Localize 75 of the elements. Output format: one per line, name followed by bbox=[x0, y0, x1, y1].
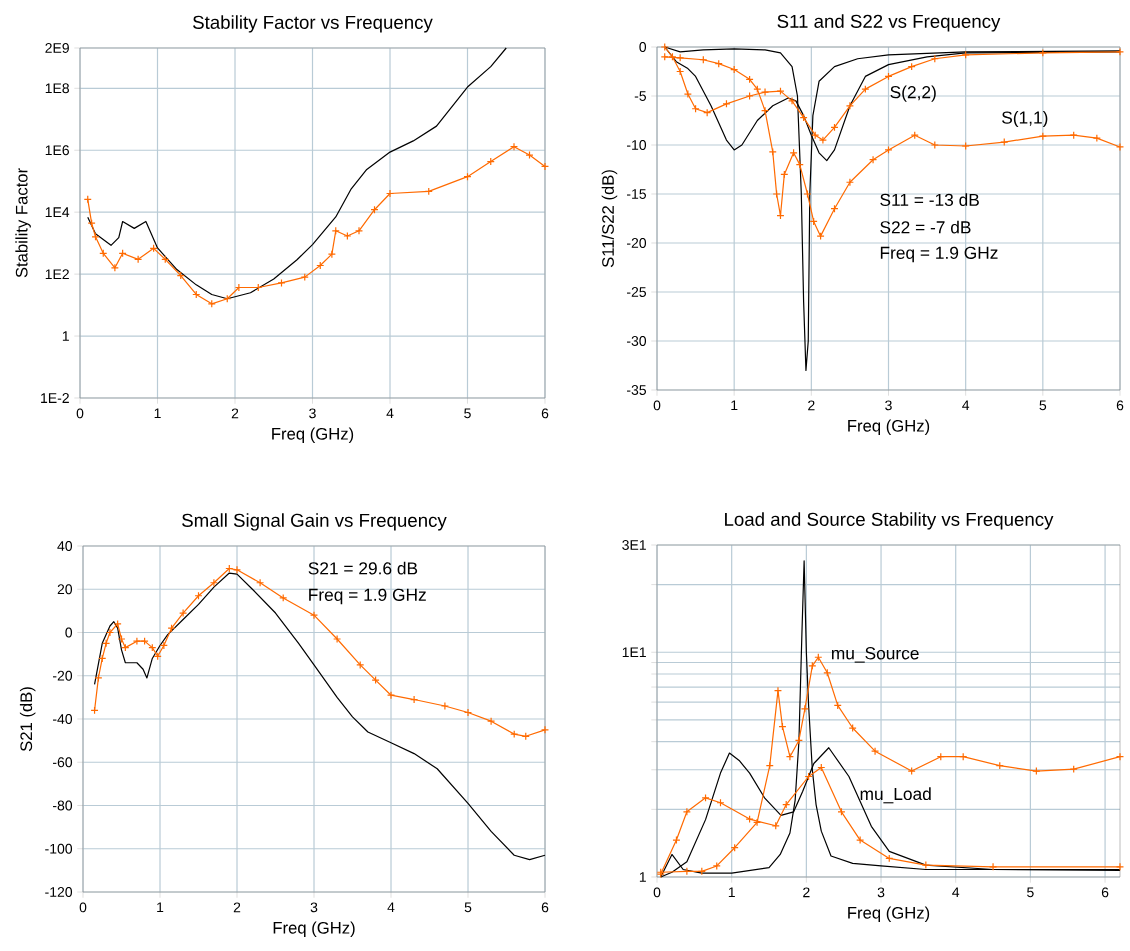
annotation: S21 = 29.6 dB bbox=[308, 561, 418, 575]
x-tick-label: 3 bbox=[310, 902, 318, 913]
chart-title: Load and Source Stability vs Frequency bbox=[725, 512, 1054, 530]
x-tick-label: 1 bbox=[731, 400, 738, 411]
x-tick-label: 2 bbox=[808, 400, 815, 411]
x-tick-label: 4 bbox=[387, 902, 395, 913]
chart-title: Stability Factor vs Frequency bbox=[193, 15, 433, 33]
annotation: Freq = 1.9 GHz bbox=[880, 246, 998, 263]
y-tick-label: -80 bbox=[53, 800, 73, 811]
y-tick-label: -40 bbox=[53, 714, 73, 724]
x-axis-title: Freq (GHz) bbox=[273, 921, 355, 937]
y-tick-label: 2E9 bbox=[45, 43, 69, 53]
x-tick-label: 3 bbox=[885, 400, 892, 411]
y-tick-label: -100 bbox=[45, 843, 73, 854]
x-tick-label: 4 bbox=[386, 408, 394, 419]
y-tick-label: -25 bbox=[627, 287, 647, 297]
y-tick-label: 1 bbox=[639, 872, 646, 882]
x-tick-label: 5 bbox=[464, 408, 471, 419]
x-tick-label: 1 bbox=[728, 887, 735, 898]
y-tick-label: -15 bbox=[627, 189, 647, 199]
x-tick-label: 0 bbox=[653, 887, 661, 898]
annotation: S11 = -13 dB bbox=[880, 193, 979, 206]
annotation: mu_Source bbox=[831, 647, 919, 663]
y-tick-label: 1E-2 bbox=[41, 393, 69, 403]
x-tick-label: 2 bbox=[231, 408, 239, 419]
y-axis-title: S11/S22 (dB) bbox=[601, 170, 618, 268]
annotation: S(1,1) bbox=[1002, 110, 1048, 128]
y-tick-label: 1E2 bbox=[45, 269, 69, 279]
chart-title: S11 and S22 vs Frequency bbox=[777, 14, 1001, 32]
y-axis-title: Stability Factor bbox=[15, 168, 31, 278]
y-tick-label: 0 bbox=[65, 627, 73, 638]
x-tick-label: 6 bbox=[541, 902, 549, 913]
x-tick-label: 4 bbox=[962, 400, 970, 411]
y-tick-label: 1E8 bbox=[45, 83, 69, 94]
x-tick-label: 6 bbox=[1101, 887, 1109, 898]
annotation: mu_Load bbox=[860, 787, 931, 804]
x-tick-label: 0 bbox=[653, 400, 661, 411]
annotation: S22 = -7 dB bbox=[880, 220, 971, 234]
y-tick-label: 1 bbox=[62, 331, 69, 341]
x-tick-label: 3 bbox=[309, 408, 316, 419]
x-tick-label: 6 bbox=[1116, 400, 1124, 411]
x-axis-title: Freq (GHz) bbox=[848, 906, 930, 922]
annotation: Freq = 1.9 GHz bbox=[309, 588, 426, 605]
x-tick-label: 1 bbox=[154, 408, 161, 419]
y-tick-label: 1E4 bbox=[45, 207, 70, 217]
y-tick-label: -60 bbox=[53, 757, 73, 768]
x-axis-title: Freq (GHz) bbox=[848, 419, 930, 435]
y-tick-label: 20 bbox=[57, 584, 73, 595]
y-tick-label: -20 bbox=[627, 238, 647, 248]
x-tick-label: 6 bbox=[541, 408, 549, 419]
x-tick-label: 1 bbox=[157, 902, 164, 913]
x-tick-label: 5 bbox=[1027, 887, 1034, 898]
y-tick-label: -5 bbox=[634, 91, 647, 101]
y-tick-label: 40 bbox=[57, 541, 73, 551]
x-tick-label: 5 bbox=[1039, 400, 1047, 411]
x-axis-title: Freq (GHz) bbox=[272, 427, 354, 443]
x-tick-label: 0 bbox=[79, 902, 87, 913]
y-tick-label: -120 bbox=[45, 887, 73, 897]
y-tick-label: -35 bbox=[627, 385, 647, 395]
annotation: S(2,2) bbox=[890, 85, 936, 102]
y-axis-title: S21 (dB) bbox=[19, 687, 36, 752]
y-tick-label: 0 bbox=[639, 42, 647, 52]
x-tick-label: 2 bbox=[803, 887, 810, 898]
y-tick-label: -30 bbox=[627, 336, 647, 346]
x-tick-label: 5 bbox=[464, 902, 472, 913]
y-tick-label: 1E6 bbox=[45, 145, 69, 156]
x-tick-label: 2 bbox=[233, 902, 241, 913]
chart-title: Small Signal Gain vs Frequency bbox=[182, 513, 447, 531]
y-tick-label: -20 bbox=[53, 670, 73, 681]
x-tick-label: 0 bbox=[76, 408, 84, 419]
x-tick-label: 3 bbox=[877, 887, 885, 898]
x-tick-label: 4 bbox=[952, 887, 960, 898]
y-tick-label: 1E1 bbox=[622, 647, 646, 658]
y-tick-label: -10 bbox=[627, 140, 647, 150]
y-tick-label: 3E1 bbox=[622, 540, 646, 550]
